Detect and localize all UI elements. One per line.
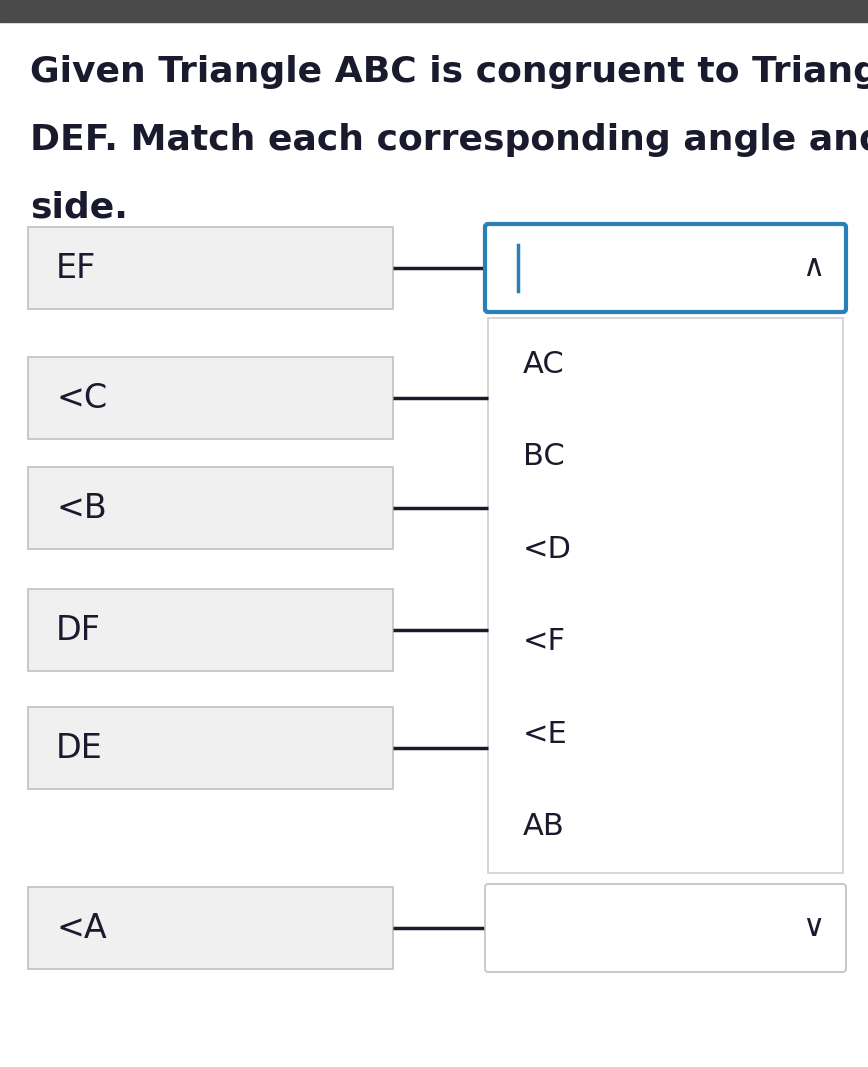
FancyBboxPatch shape bbox=[485, 883, 846, 972]
Bar bbox=[0, 0, 868, 22]
Bar bbox=[28, 467, 393, 550]
Text: DF: DF bbox=[56, 614, 101, 647]
Text: <A: <A bbox=[56, 911, 107, 944]
Bar bbox=[28, 589, 393, 671]
Bar bbox=[28, 227, 393, 309]
FancyBboxPatch shape bbox=[485, 224, 846, 312]
Text: <C: <C bbox=[56, 382, 107, 414]
Text: EF: EF bbox=[56, 252, 96, 285]
Text: <D: <D bbox=[523, 535, 572, 563]
Text: <E: <E bbox=[523, 720, 568, 749]
Text: <F: <F bbox=[523, 627, 566, 656]
Bar bbox=[28, 887, 393, 969]
Text: AB: AB bbox=[523, 812, 565, 841]
Text: Given Triangle ABC is congruent to Triangle: Given Triangle ABC is congruent to Trian… bbox=[30, 55, 868, 89]
Text: DE: DE bbox=[56, 732, 103, 764]
Text: ∧: ∧ bbox=[802, 254, 825, 283]
Text: ∨: ∨ bbox=[802, 913, 825, 942]
Text: <B: <B bbox=[56, 492, 107, 525]
Text: side.: side. bbox=[30, 191, 128, 225]
Bar bbox=[28, 357, 393, 439]
Text: BC: BC bbox=[523, 442, 565, 472]
Text: DEF. Match each corresponding angle and: DEF. Match each corresponding angle and bbox=[30, 123, 868, 157]
Bar bbox=[28, 707, 393, 789]
Text: AC: AC bbox=[523, 350, 565, 379]
Bar bbox=[488, 318, 843, 873]
